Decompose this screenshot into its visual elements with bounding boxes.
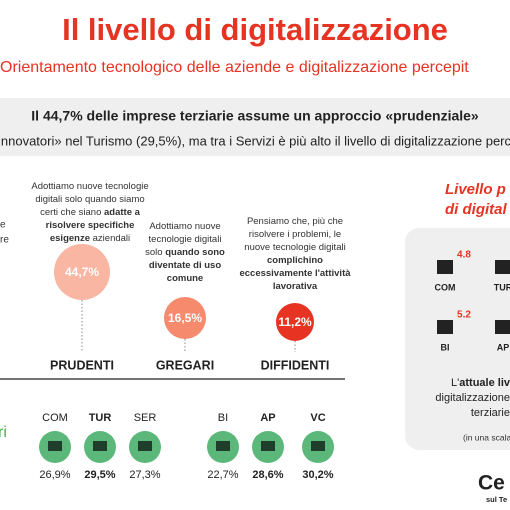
sector-share: 26,9%: [39, 469, 70, 481]
sector-share: 29,5%: [84, 469, 115, 481]
profile-name: PRUDENTI: [50, 358, 114, 372]
panel-icon: [495, 260, 510, 274]
text-segment: Adottiamo nuove tecnologie: [31, 181, 148, 192]
sector-label: TUR: [89, 412, 112, 424]
icon-glyph: [261, 441, 275, 451]
panel-icon: [437, 320, 453, 334]
panel-label: AP: [497, 342, 510, 352]
icon-glyph: [93, 441, 107, 451]
text-line: risolvere i problemi, le: [249, 229, 341, 240]
text-segment: adatte a: [104, 207, 141, 218]
text-segment: digitali solo quando siamo: [35, 194, 144, 205]
icon-glyph: [138, 441, 152, 451]
panel-icon: [495, 320, 510, 334]
text-segment: solo: [145, 247, 165, 258]
cut-text: re: [0, 235, 9, 246]
text-line: lavorativa: [273, 281, 318, 292]
panel-icon: [437, 260, 453, 274]
text-line: risolvere specifiche: [46, 220, 135, 231]
sector-label: BI: [218, 412, 228, 424]
text-line: esigenze aziendali: [50, 233, 130, 244]
text-segment: diventate di uso: [149, 260, 222, 271]
panel-label: TUR: [494, 282, 510, 292]
text-line: Adottiamo nuove: [149, 221, 220, 232]
text-segment: certi che siano: [40, 207, 104, 218]
text-line: Pensiamo che, più che: [247, 216, 343, 227]
text-line: solo quando sono: [145, 247, 225, 258]
text-segment: nuove tecnologie digitali: [244, 242, 345, 253]
panel-score: 4.8: [457, 250, 471, 261]
text-line: nuove tecnologie digitali: [244, 242, 345, 253]
text-line: eccessivamente l'attività: [239, 268, 351, 279]
panel-box: [405, 228, 510, 450]
summary-line: Il 44,7% delle imprese terziarie assume …: [31, 108, 479, 124]
text-line: terziarie: [471, 407, 510, 419]
sector-share: 22,7%: [207, 469, 238, 481]
text-segment: risolvere i problemi, le: [249, 229, 341, 240]
text-segment: Pensiamo che, più che: [247, 216, 343, 227]
text-segment: esigenze: [50, 233, 90, 244]
panel-title: di digital: [445, 201, 507, 218]
sector-label: VC: [310, 412, 325, 424]
bubble-label: 11,2%: [278, 315, 312, 329]
bubble: [164, 297, 206, 339]
text-segment: comune: [167, 273, 203, 284]
panel-title: Livello p: [445, 181, 506, 198]
text-segment: complichino: [267, 255, 323, 266]
text-line: certi che siano adatte a: [40, 207, 141, 218]
sector-share: 27,3%: [129, 469, 160, 481]
icon-glyph: [311, 441, 325, 451]
bubble: [276, 303, 314, 341]
sector-label: AP: [260, 412, 275, 424]
title: Il livello di digitalizzazione: [62, 12, 448, 47]
subtitle: Orientamento tecnologico delle aziende e…: [0, 59, 469, 76]
text-segment: quando sono: [165, 247, 225, 258]
summary-band: [0, 98, 510, 156]
logo-tagline: sul Te: [486, 495, 507, 504]
sector-label: SER: [134, 412, 157, 424]
sector-label: COM: [42, 412, 68, 424]
panel-score: 5.2: [457, 310, 471, 321]
text-line: tecnologie digitali: [149, 234, 222, 245]
panel-label: BI: [441, 342, 450, 352]
text-segment: risolvere specifiche: [46, 220, 135, 231]
text-segment: lavorativa: [273, 281, 318, 292]
text-line: digitalizzazione: [435, 392, 510, 404]
text-segment: terziarie: [471, 407, 510, 419]
text-segment: attuale liv: [459, 377, 510, 389]
text-segment: L': [451, 377, 459, 389]
text-segment: aziendali: [90, 233, 130, 244]
profile-name: DIFFIDENTI: [261, 358, 330, 372]
icon-glyph: [216, 441, 230, 451]
text-line: digitali solo quando siamo: [35, 194, 144, 205]
icon-glyph: [48, 441, 62, 451]
sector-share: 28,6%: [252, 469, 283, 481]
text-segment: Adottiamo nuove: [149, 221, 220, 232]
profile-name: GREGARI: [156, 358, 214, 372]
bubble: [54, 244, 110, 300]
text-line: Adottiamo nuove tecnologie: [31, 181, 148, 192]
text-line: complichino: [267, 255, 323, 266]
text-segment: tecnologie digitali: [149, 234, 222, 245]
bubble-label: 44,7%: [65, 265, 99, 279]
cut-text: e: [0, 220, 6, 231]
text-segment: eccessivamente l'attività: [239, 268, 351, 279]
text-line: comune: [167, 273, 203, 284]
bubble-label: 16,5%: [168, 311, 202, 325]
summary-line: innovatori» nel Turismo (29,5%), ma tra …: [0, 133, 510, 148]
cut-text: ri: [0, 424, 7, 441]
panel-label: COM: [435, 282, 456, 292]
panel-scale: (in una scala: [463, 432, 510, 442]
text-segment: digitalizzazione: [435, 392, 510, 404]
text-line: diventate di uso: [149, 260, 222, 271]
sector-share: 30,2%: [302, 469, 333, 481]
text-line: L'attuale liv: [451, 377, 510, 389]
logo: Ce: [478, 472, 505, 495]
